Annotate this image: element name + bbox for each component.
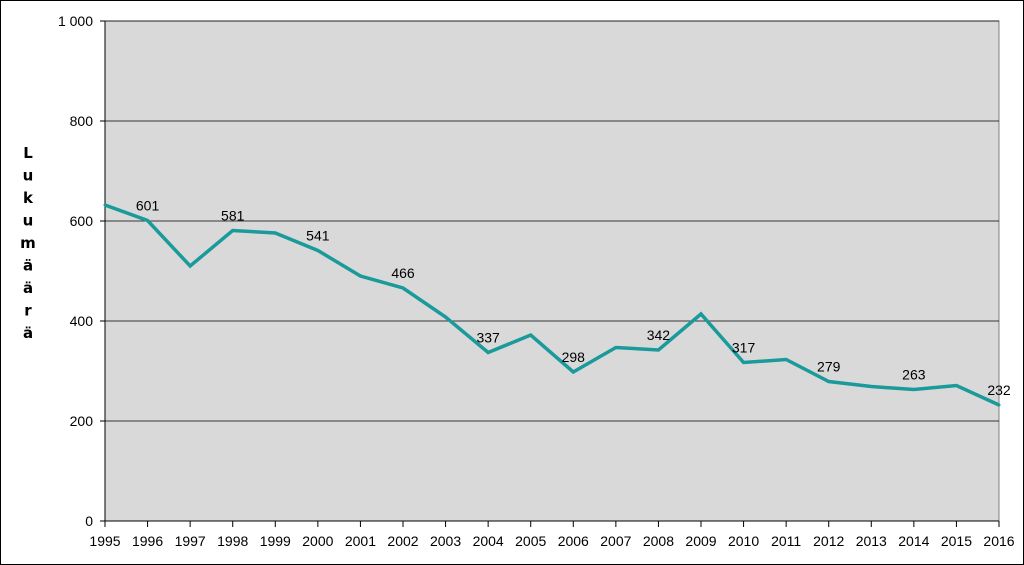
data-point — [529, 333, 533, 337]
data-point — [614, 346, 618, 349]
data-point — [316, 249, 320, 252]
data-label: 298 — [562, 349, 586, 365]
data-label: 581 — [221, 208, 245, 224]
data-label: 337 — [476, 330, 500, 346]
data-point — [827, 380, 831, 383]
x-tick-label: 1997 — [175, 533, 206, 549]
x-tick-label: 2009 — [685, 533, 716, 549]
data-point — [146, 219, 150, 222]
data-point — [188, 264, 192, 268]
y-axis-label-letter: m — [20, 234, 36, 252]
x-tick-label: 2014 — [898, 533, 929, 549]
data-point — [273, 231, 277, 235]
data-point — [954, 384, 958, 387]
data-point — [784, 358, 788, 361]
y-tick-label: 200 — [70, 413, 94, 429]
y-axis-label-letter: ä — [23, 324, 33, 342]
y-axis-label-letter: ä — [23, 257, 33, 275]
y-axis-label-letter: L — [23, 144, 33, 162]
data-label: 342 — [647, 327, 671, 343]
data-point — [742, 361, 746, 364]
x-tick-label: 1998 — [217, 533, 248, 549]
data-label: 279 — [817, 359, 841, 375]
data-label: 317 — [732, 340, 756, 356]
x-tick-label: 1996 — [132, 533, 163, 549]
x-tick-label: 2012 — [813, 533, 844, 549]
y-axis-label-letter: u — [23, 167, 34, 185]
x-tick-label: 1995 — [89, 533, 120, 549]
x-tick-label: 2013 — [856, 533, 887, 549]
x-tick-label: 2005 — [515, 533, 546, 549]
data-label: 541 — [306, 228, 330, 244]
x-tick-label: 2000 — [302, 533, 333, 549]
data-point — [358, 274, 362, 278]
plot-area — [104, 20, 1000, 522]
data-label: 601 — [136, 198, 160, 214]
x-tick-label: 2016 — [983, 533, 1014, 549]
data-point — [997, 403, 1001, 407]
data-point — [103, 203, 107, 207]
data-point — [869, 385, 873, 388]
y-tick-label: 400 — [70, 313, 94, 329]
y-tick-label: 1 000 — [58, 13, 93, 29]
y-axis-label-letter: r — [24, 302, 32, 320]
x-tick-label: 2003 — [430, 533, 461, 549]
x-tick-label: 2010 — [728, 533, 759, 549]
x-tick-label: 2004 — [473, 533, 504, 549]
y-tick-label: 0 — [85, 513, 93, 529]
data-point — [912, 388, 916, 391]
y-axis-label-letter: ä — [23, 279, 33, 297]
data-point — [571, 370, 575, 374]
data-point — [656, 348, 660, 352]
data-label: 232 — [987, 382, 1011, 398]
y-axis-label-letter: k — [23, 189, 34, 207]
x-tick-label: 2007 — [600, 533, 631, 549]
y-tick-label: 600 — [70, 213, 94, 229]
y-tick-label: 800 — [70, 113, 94, 129]
data-point — [444, 315, 448, 319]
x-tick-label: 2001 — [345, 533, 376, 549]
y-axis-label-letter: u — [23, 212, 34, 230]
data-point — [401, 286, 405, 290]
data-label: 466 — [391, 265, 415, 281]
x-tick-label: 2011 — [771, 533, 801, 549]
data-point — [699, 312, 703, 316]
data-label: 263 — [902, 367, 926, 383]
x-tick-label: 2008 — [643, 533, 674, 549]
data-point — [231, 229, 235, 232]
x-tick-label: 2015 — [941, 533, 972, 549]
x-tick-label: 2006 — [558, 533, 589, 549]
x-tick-label: 1999 — [260, 533, 291, 549]
x-tick-label: 2002 — [387, 533, 418, 549]
data-point — [486, 351, 490, 354]
series-line — [104, 203, 1000, 407]
